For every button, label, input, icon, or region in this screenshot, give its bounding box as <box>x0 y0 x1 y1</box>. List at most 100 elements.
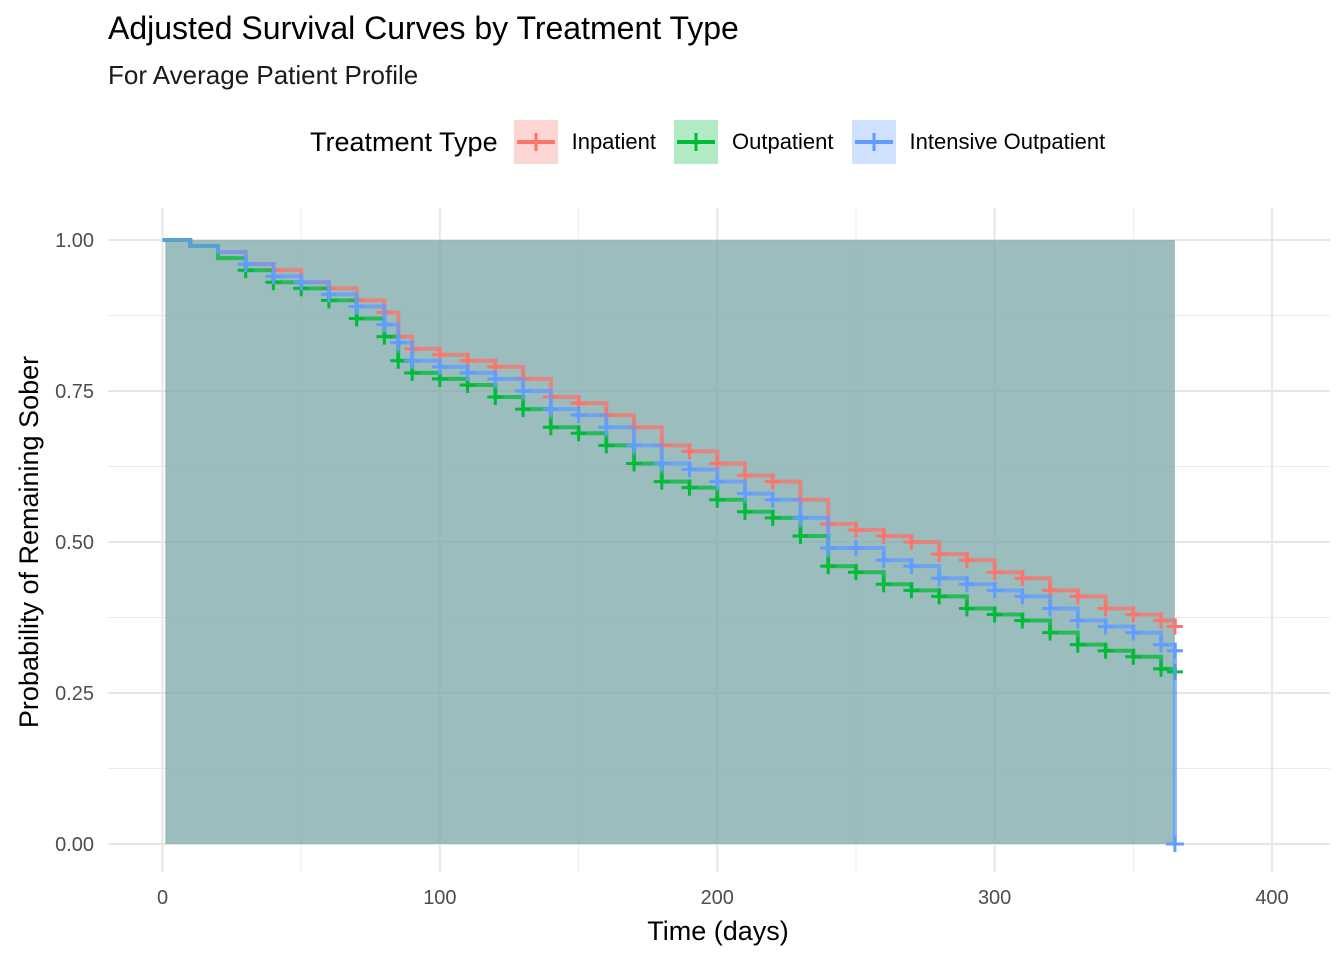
censor-mark-outpatient <box>875 576 892 593</box>
chart-subtitle: For Average Patient Profile <box>108 60 419 90</box>
censor-mark-outpatient <box>570 425 587 442</box>
chart-title: Adjusted Survival Curves by Treatment Ty… <box>108 10 739 46</box>
censor-mark-intensive-outpatient <box>431 358 448 375</box>
x-tick-label: 300 <box>978 887 1011 909</box>
censor-mark-intensive-outpatient <box>598 419 615 436</box>
legend-item-inpatient: Inpatient <box>513 120 656 164</box>
censor-mark-outpatient <box>986 606 1003 623</box>
censor-mark-intensive-outpatient <box>390 334 407 351</box>
x-axis-title: Time (days) <box>647 916 789 946</box>
legend-label-outpatient: Outpatient <box>732 129 834 154</box>
censor-mark-intensive-outpatient <box>293 274 310 291</box>
censor-mark-intensive-outpatient <box>903 558 920 575</box>
legend-label-inpatient: Inpatient <box>571 129 656 154</box>
censor-mark-intensive-outpatient <box>1042 600 1059 617</box>
censor-mark-outpatient <box>792 527 809 544</box>
censor-mark-intensive-outpatient <box>1166 642 1183 659</box>
censor-mark-inpatient <box>931 546 948 563</box>
legend-key-intensive-outpatient <box>851 120 896 164</box>
censor-mark-inpatient <box>875 527 892 544</box>
censor-mark-intensive-outpatient <box>265 268 282 285</box>
censor-mark-outpatient <box>847 564 864 581</box>
censor-mark-inpatient <box>986 564 1003 581</box>
censor-mark-outpatient <box>1153 660 1170 677</box>
censor-mark-final <box>1165 836 1184 852</box>
censor-mark-intensive-outpatient <box>1125 624 1142 641</box>
censor-mark-outpatient <box>390 352 407 369</box>
legend-item-outpatient: Outpatient <box>674 120 834 164</box>
censor-mark-outpatient <box>736 503 753 520</box>
x-tick-label: 0 <box>157 887 168 909</box>
legend-label-intensive-outpatient: Intensive Outpatient <box>909 129 1106 154</box>
legend-key-inpatient <box>513 120 558 164</box>
censor-mark-intensive-outpatient <box>681 461 698 478</box>
censor-mark-intensive-outpatient <box>931 570 948 587</box>
censor-mark-intensive-outpatient <box>709 473 726 490</box>
censor-mark-outpatient <box>1125 648 1142 665</box>
censor-mark-outpatient <box>598 437 615 454</box>
censor-mark-outpatient <box>958 600 975 617</box>
y-axis-title: Probability of Remaining Sober <box>14 356 44 728</box>
y-tick-label: 0.75 <box>55 381 94 403</box>
censor-mark-intensive-outpatient <box>820 540 837 557</box>
censor-mark-intensive-outpatient <box>1069 612 1086 629</box>
censor-mark-outpatient <box>487 389 504 406</box>
censor-mark-intensive-outpatient <box>237 256 254 273</box>
censor-mark-inpatient <box>764 473 781 490</box>
censor-mark-intensive-outpatient <box>875 552 892 569</box>
censor-mark-inpatient <box>1153 612 1170 629</box>
censor-mark-intensive-outpatient <box>958 576 975 593</box>
censor-mark-intensive-outpatient <box>542 401 559 418</box>
censor-mark-intensive-outpatient <box>653 455 670 472</box>
censor-mark-outpatient <box>1014 612 1031 629</box>
censor-mark-intensive-outpatient <box>487 370 504 387</box>
censor-mark-intensive-outpatient <box>376 316 393 333</box>
y-tick-label: 1.00 <box>55 230 94 252</box>
censor-mark-inpatient <box>681 443 698 460</box>
censor-mark-intensive-outpatient <box>1153 636 1170 653</box>
censor-mark-intensive-outpatient <box>1097 618 1114 635</box>
censor-mark-outpatient <box>1069 636 1086 653</box>
censor-mark-outpatient <box>709 491 726 508</box>
censor-mark-intensive-outpatient <box>320 286 337 303</box>
censor-mark-outpatient <box>1042 624 1059 641</box>
censor-mark-outpatient <box>542 419 559 436</box>
censor-mark-outpatient <box>653 473 670 490</box>
legend-item-intensive-outpatient: Intensive Outpatient <box>851 120 1106 164</box>
tick-labels: 0 100 200 300 400 0.00 0.25 0.50 0.75 1.00 <box>55 230 1289 909</box>
censor-mark-outpatient <box>626 455 643 472</box>
censor-mark-outpatient <box>515 401 532 418</box>
censor-mark-intensive-outpatient <box>1014 588 1031 605</box>
y-tick-label: 0.25 <box>55 683 94 705</box>
censor-mark-inpatient <box>958 552 975 569</box>
censor-mark-inpatient <box>1166 618 1183 635</box>
censor-mark-outpatient <box>931 588 948 605</box>
censor-mark-intensive-outpatient <box>792 509 809 526</box>
series-layer <box>162 238 1184 852</box>
y-tick-label: 0.00 <box>55 834 94 856</box>
censor-mark-inpatient <box>903 534 920 550</box>
legend-title: Treatment Type <box>310 126 498 157</box>
censor-mark-intensive-outpatient <box>764 491 781 508</box>
legend-key-outpatient <box>674 120 718 164</box>
censor-mark-inpatient <box>1014 570 1031 587</box>
x-tick-label: 200 <box>701 887 734 909</box>
censor-mark-inpatient <box>1069 588 1086 605</box>
confidence-band-area <box>165 240 1175 844</box>
censor-mark-outpatient <box>764 509 781 526</box>
censor-mark-outpatient <box>903 582 920 599</box>
confidence-band <box>165 240 1175 844</box>
censor-mark-intensive-outpatient <box>459 364 476 381</box>
censor-mark-inpatient <box>1097 600 1114 617</box>
censor-mark-outpatient <box>820 558 837 575</box>
censor-mark-inpatient <box>1125 606 1142 623</box>
censor-mark-intensive-outpatient <box>847 540 864 557</box>
censor-mark-intensive-outpatient <box>986 582 1003 599</box>
censor-mark-intensive-outpatient <box>515 383 532 399</box>
legend: Treatment Type Inpatient Outpatient Inte… <box>310 118 1123 166</box>
censor-mark-intensive-outpatient <box>570 407 587 424</box>
censor-mark-intensive-outpatient <box>626 437 643 454</box>
y-tick-label: 0.50 <box>55 532 94 554</box>
censor-mark-outpatient <box>681 479 698 496</box>
